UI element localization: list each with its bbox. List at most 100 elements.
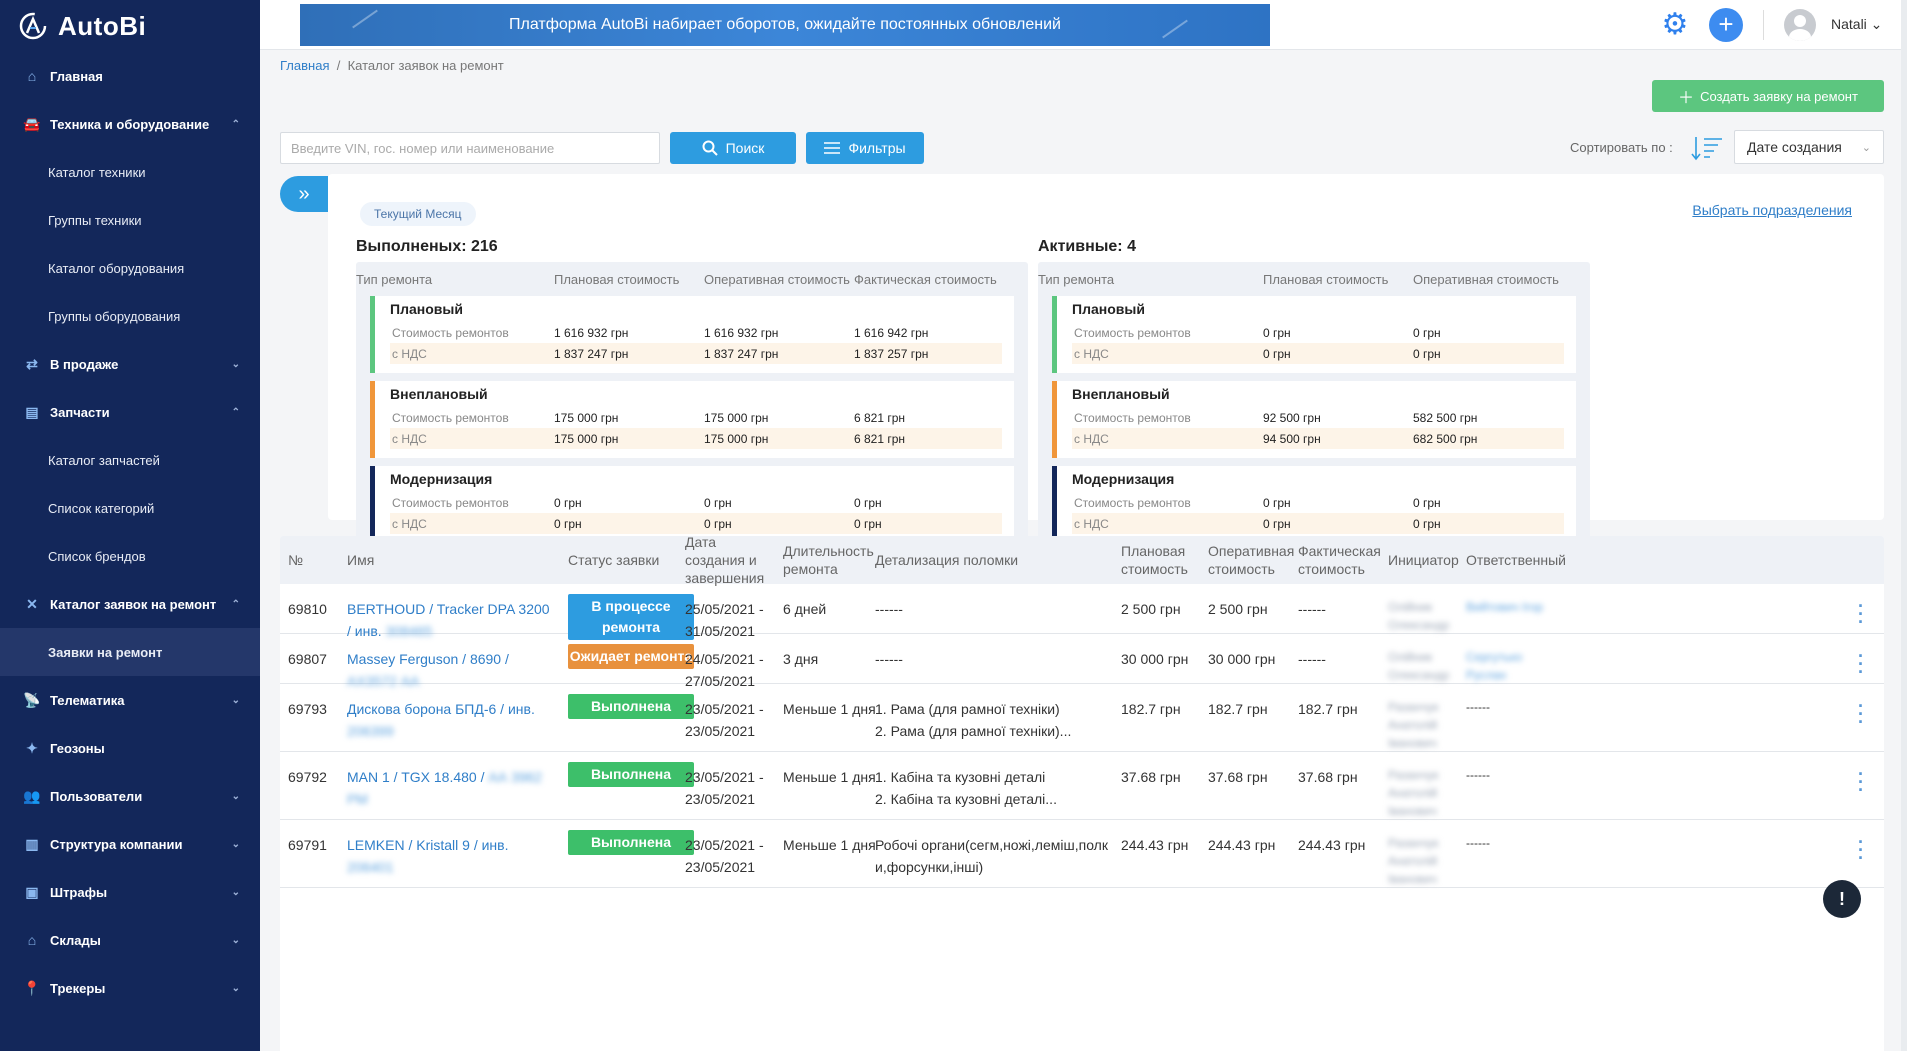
sidebar-item-label: Группы оборудования	[48, 308, 181, 324]
request-name-link[interactable]: Дискова борона БПД-6 / инв. 206399	[347, 698, 552, 742]
table-row[interactable]: 69807 Massey Ferguson / 8690 / АХ3572 АА О…	[280, 634, 1884, 689]
sidebar-item-17[interactable]: ▣ Штрафы ⌄	[0, 868, 260, 916]
search-input[interactable]	[280, 132, 660, 164]
sidebar-item-2[interactable]: Каталог техники	[0, 148, 260, 196]
request-name-link[interactable]: BERTHOUD / Tracker DPA 3200 / инв. 30846…	[347, 598, 552, 642]
sidebar-item-13[interactable]: 📡 Телематика ⌄	[0, 676, 260, 724]
request-name-link[interactable]: MAN 1 / TGX 18.480 / АА 3962 РМ	[347, 766, 552, 810]
actual-cost: 182.7 грн	[1298, 701, 1358, 717]
banner-text: Платформа AutoBi набирает оборотов, ожид…	[508, 16, 1061, 33]
repair-type-name: Модернизация	[390, 471, 493, 487]
sidebar-item-3[interactable]: Группы техники	[0, 196, 260, 244]
sidebar-item-6[interactable]: ⇄ В продаже ⌄	[0, 340, 260, 388]
sidebar-item-label: Заявки на ремонт	[48, 644, 163, 660]
request-number: 69810	[288, 601, 327, 617]
period-chip[interactable]: Текущий Месяц	[360, 202, 476, 226]
operative-cost: 2 500 грн	[1208, 601, 1268, 617]
filters-button[interactable]: Фильтры	[806, 132, 924, 164]
cost-value: 0 грн	[554, 516, 582, 531]
sidebar-item-9[interactable]: Список категорий	[0, 484, 260, 532]
create-repair-request-button[interactable]: ＋ Создать заявку на ремонт	[1652, 80, 1884, 112]
plus-icon: ＋	[1678, 90, 1695, 107]
row-actions-kebab-icon[interactable]: · · ·	[1858, 832, 1864, 868]
column-header: Длительность ремонта	[783, 543, 874, 577]
cost-value: 582 500 грн	[1413, 410, 1478, 425]
active-block-0: Плановый Стоимость ремонтов 0 грн 0 грн с НД…	[1052, 296, 1576, 373]
sidebar-item-18[interactable]: ⌂ Склады ⌄	[0, 916, 260, 964]
request-name-link[interactable]: LEMKEN / Kristall 9 / инв. 206401	[347, 834, 552, 878]
page-scrollbar[interactable]	[1901, 0, 1907, 1051]
sort-label: Сортировать по :	[1570, 140, 1673, 155]
sidebar-item-1[interactable]: 🚘 Техника и оборудование ⌃	[0, 100, 260, 148]
add-plus-icon[interactable]: +	[1709, 8, 1743, 42]
announcement-banner[interactable]: Платформа AutoBi набирает оборотов, ожид…	[300, 4, 1270, 46]
row-actions-kebab-icon[interactable]: · · ·	[1858, 596, 1864, 632]
row-actions-kebab-icon[interactable]: · · ·	[1858, 764, 1864, 800]
cost-value: 175 000 грн	[554, 410, 619, 425]
sidebar-item-14[interactable]: ✦ Геозоны	[0, 724, 260, 772]
sidebar-item-4[interactable]: Каталог оборудования	[0, 244, 260, 292]
table-row[interactable]: 69793 Дискова борона БПД-6 / инв. 206399 В…	[280, 684, 1884, 752]
responsible-person[interactable]: Вийтович Ігор	[1466, 600, 1543, 614]
select-divisions-link[interactable]: Выбрать подразделения	[1692, 202, 1852, 218]
cost-value: 6 821 грн	[854, 431, 906, 446]
responsible-person[interactable]: Сергутько Руслан	[1466, 650, 1523, 682]
cost-value: 175 000 грн	[554, 431, 619, 446]
settings-gear-icon[interactable]: ⚙	[1661, 8, 1689, 41]
table-row[interactable]: 69791 LEMKEN / Kristall 9 / инв. 206401 Вы…	[280, 820, 1884, 888]
repair-cost-row: Стоимость ремонтов 92 500 грн 582 500 грн	[1072, 407, 1576, 428]
search-button[interactable]: Поиск	[670, 132, 796, 164]
sort-order-icon[interactable]	[1690, 134, 1724, 162]
operative-cost: 37.68 грн	[1208, 769, 1268, 785]
sidebar-item-5[interactable]: Группы оборудования	[0, 292, 260, 340]
sidebar-item-19[interactable]: 📍 Трекеры ⌄	[0, 964, 260, 1012]
main-content: Главная / Каталог заявок на ремонт ＋ Соз…	[260, 50, 1907, 1051]
sidebar-item-15[interactable]: 👥 Пользователи ⌄	[0, 772, 260, 820]
breadcrumb-home-link[interactable]: Главная	[280, 58, 330, 73]
sidebar-item-7[interactable]: ▤ Запчасти ⌃	[0, 388, 260, 436]
table-row[interactable]: 69792 MAN 1 / TGX 18.480 / АА 3962 РМ Выпо…	[280, 752, 1884, 820]
sidebar-item-0[interactable]: ⌂ Главная	[0, 52, 260, 100]
cost-value: 682 500 грн	[1413, 431, 1478, 446]
cost-value: 0 грн	[854, 495, 882, 510]
repair-type-color-bar	[1052, 466, 1057, 543]
row-label: Стоимость ремонтов	[1074, 495, 1191, 510]
repair-type-color-bar	[1052, 381, 1057, 458]
request-name-link[interactable]: Massey Ferguson / 8690 / АХ3572 АА	[347, 648, 552, 692]
collapse-panel-button[interactable]: »	[280, 176, 328, 212]
active-summary-header: Тип ремонта Плановая стоимость Оперативная…	[1038, 262, 1590, 296]
operative-cost: 244.43 грн	[1208, 837, 1276, 853]
sidebar-item-8[interactable]: Каталог запчастей	[0, 436, 260, 484]
row-label: Стоимость ремонтов	[1074, 325, 1191, 340]
cost-value: 0 грн	[1413, 516, 1441, 531]
cost-value: 0 грн	[1263, 325, 1291, 340]
sidebar-item-12[interactable]: Заявки на ремонт	[0, 628, 260, 676]
parts-icon: ▤	[25, 403, 39, 420]
column-header: Детализация поломки	[875, 552, 1019, 568]
help-button[interactable]: !	[1823, 880, 1861, 918]
sidebar-item-16[interactable]: ▥ Структура компании ⌄	[0, 820, 260, 868]
cost-value: 1 837 247 грн	[554, 346, 629, 361]
cost-value: 1 616 932 грн	[704, 325, 779, 340]
repair-cost-row: Стоимость ремонтов 0 грн 0 грн	[1072, 322, 1576, 343]
user-menu[interactable]: Natali ⌄	[1831, 16, 1883, 32]
chevron-down-icon: ⌄	[231, 694, 240, 706]
sidebar-item-11[interactable]: ✕ Каталог заявок на ремонт ⌃	[0, 580, 260, 628]
actual-cost: ------	[1298, 601, 1326, 617]
row-actions-kebab-icon[interactable]: · · ·	[1858, 696, 1864, 732]
filter-lines-icon	[824, 142, 841, 154]
user-avatar[interactable]	[1784, 9, 1816, 41]
row-label: с НДС	[392, 516, 427, 531]
table-row[interactable]: 69810 BERTHOUD / Tracker DPA 3200 / инв. …	[280, 584, 1884, 640]
summary-col-header: Плановая стоимость	[554, 271, 680, 287]
cost-value: 175 000 грн	[704, 410, 769, 425]
sort-select[interactable]: Дате создания ⌄	[1734, 130, 1884, 164]
repair-type-name: Внеплановый	[390, 386, 488, 402]
sidebar-item-10[interactable]: Список брендов	[0, 532, 260, 580]
sidebar-item-label: Каталог техники	[48, 164, 146, 180]
status-badge: Выполнена	[568, 830, 694, 855]
row-actions-kebab-icon[interactable]: · · ·	[1858, 646, 1864, 682]
search-icon	[702, 140, 718, 156]
logo[interactable]: AutoBi	[0, 0, 260, 52]
sidebar-item-label: Главная	[50, 68, 103, 84]
